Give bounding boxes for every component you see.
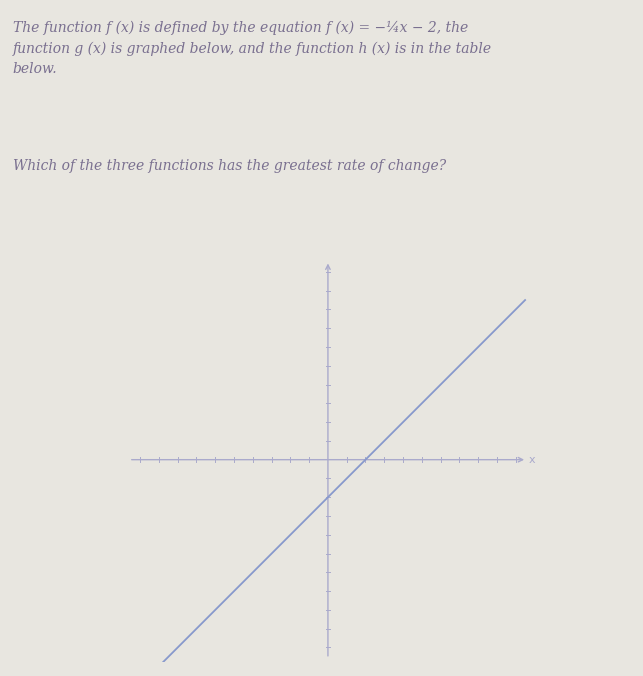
- Text: The function f (x) is defined by the equation f (x) = −¼x − 2, the
function g (x: The function f (x) is defined by the equ…: [13, 20, 492, 76]
- Text: Which of the three functions has the greatest rate of change?: Which of the three functions has the gre…: [13, 160, 446, 173]
- Text: x: x: [529, 455, 536, 464]
